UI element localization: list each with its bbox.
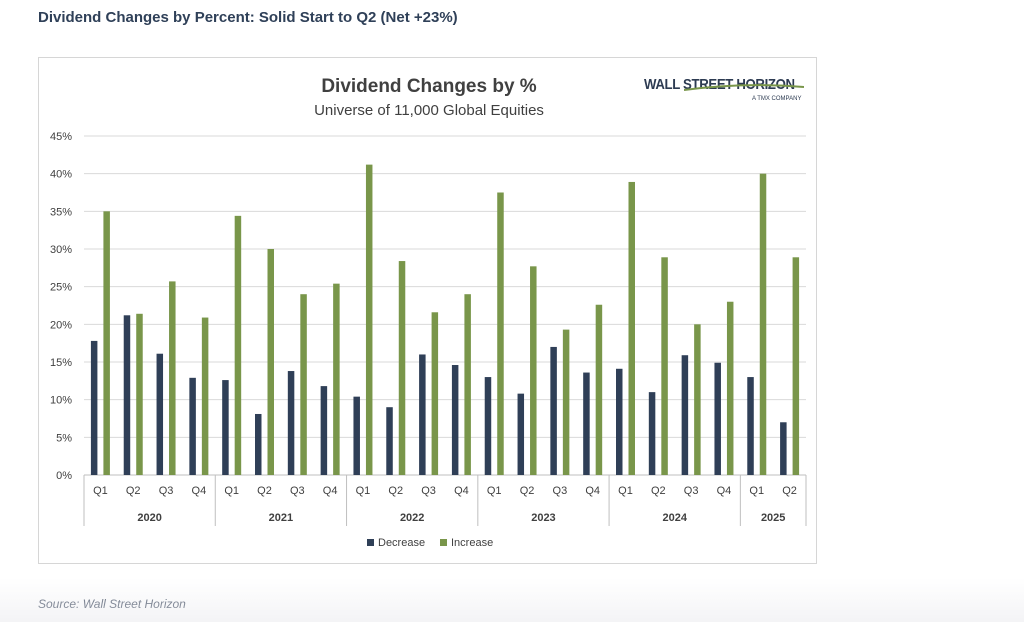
bar-decrease <box>287 371 295 475</box>
bar-increase <box>169 281 176 475</box>
chart-frame: Dividend Changes by % Universe of 11,000… <box>38 57 817 564</box>
bar-increase <box>234 215 242 475</box>
y-tick-label: 5% <box>56 432 72 444</box>
bar-increase <box>628 181 635 475</box>
y-tick-label: 35% <box>50 206 72 218</box>
x-tick-label: Q2 <box>126 485 141 497</box>
y-tick-label: 10% <box>50 395 72 407</box>
bar-increase <box>201 317 209 475</box>
logo-name: WALL STREET HORIZON <box>644 76 795 93</box>
bar-decrease <box>451 365 459 475</box>
y-tick-label: 20% <box>50 319 72 331</box>
bar-decrease <box>484 377 492 475</box>
x-tick-label: Q1 <box>356 485 371 497</box>
wall-street-horizon-logo: WALL STREET HORIZON A TMX COMPANY <box>644 72 814 116</box>
x-tick-label: Q3 <box>290 485 305 497</box>
bar-decrease <box>189 377 196 475</box>
bar-increase <box>398 261 406 475</box>
x-tick-label: Q2 <box>257 485 272 497</box>
bar-increase <box>530 266 537 475</box>
x-tick-label: Q2 <box>520 485 535 497</box>
x-tick-label: Q1 <box>618 485 633 497</box>
bar-decrease <box>353 396 360 475</box>
bar-increase <box>365 164 373 476</box>
y-tick-label: 25% <box>50 282 72 294</box>
x-group-label: 2020 <box>137 512 161 524</box>
bar-increase <box>759 173 767 475</box>
bar-decrease <box>123 315 131 475</box>
x-group-label: 2022 <box>400 512 424 524</box>
x-group-label: 2021 <box>269 512 293 524</box>
bar-increase <box>792 257 800 475</box>
x-tick-label: Q4 <box>585 485 600 497</box>
bar-increase <box>661 257 668 475</box>
y-tick-label: 40% <box>50 169 72 181</box>
legend-swatch <box>367 539 374 546</box>
source-caption: Source: Wall Street Horizon <box>38 597 186 611</box>
bar-increase <box>694 324 701 475</box>
bar-increase <box>431 312 439 475</box>
bar-increase <box>136 313 143 475</box>
legend-label: Decrease <box>378 537 425 549</box>
bars-layer <box>90 164 800 476</box>
x-group-label: 2024 <box>662 512 687 524</box>
bar-increase <box>333 283 340 475</box>
bar-decrease <box>648 392 656 475</box>
bar-increase <box>267 249 274 475</box>
x-tick-label: Q3 <box>421 485 436 497</box>
x-tick-label: Q2 <box>388 485 403 497</box>
x-tick-label: Q3 <box>159 485 174 497</box>
bar-decrease <box>386 407 393 475</box>
bar-decrease <box>517 393 525 475</box>
x-tick-label: Q3 <box>553 485 568 497</box>
bar-decrease <box>583 372 590 475</box>
bar-increase <box>300 294 307 475</box>
axis-layer: 0% 5% 10% 15% 20% 25% 30% 35% 40% 45% Q1 Q2 Q3 Q4 Q1 Q2… <box>50 131 807 526</box>
bar-decrease <box>255 413 262 475</box>
x-tick-label: Q3 <box>684 485 699 497</box>
bar-decrease <box>320 386 328 475</box>
bar-increase <box>497 192 504 475</box>
bar-increase <box>595 304 603 475</box>
page-heading: Dividend Changes by Percent: Solid Start… <box>38 9 458 26</box>
x-tick-label: Q4 <box>323 485 338 497</box>
bar-increase <box>464 294 471 475</box>
x-group-label: 2025 <box>761 512 785 524</box>
bar-decrease <box>714 362 721 475</box>
x-tick-label: Q1 <box>749 485 764 497</box>
legend-label: Increase <box>451 537 493 549</box>
bar-decrease <box>616 368 623 475</box>
y-tick-label: 15% <box>50 357 72 369</box>
x-tick-label: Q2 <box>651 485 666 497</box>
x-tick-label: Q4 <box>192 485 207 497</box>
bar-decrease <box>780 422 787 475</box>
y-tick-label: 0% <box>56 470 72 482</box>
chart-subtitle: Universe of 11,000 Global Equities <box>314 102 544 119</box>
legend: Decrease Increase <box>367 537 493 549</box>
logo-swoosh-icon <box>684 84 804 91</box>
bar-increase <box>726 301 734 475</box>
x-tick-label: Q1 <box>93 485 108 497</box>
x-tick-label: Q4 <box>454 485 469 497</box>
logo-tagline: A TMX COMPANY <box>752 96 802 102</box>
y-tick-label: 30% <box>50 244 72 256</box>
x-tick-label: Q1 <box>487 485 502 497</box>
legend-swatch <box>440 539 447 546</box>
bar-decrease <box>747 377 754 475</box>
chart-title: Dividend Changes by % <box>321 76 536 97</box>
bar-decrease <box>419 354 426 475</box>
bar-increase <box>562 329 570 475</box>
x-tick-label: Q2 <box>782 485 797 497</box>
y-tick-label: 45% <box>50 131 72 143</box>
bar-decrease <box>90 340 98 475</box>
bar-decrease <box>681 355 689 475</box>
bar-decrease <box>156 353 164 475</box>
x-tick-label: Q4 <box>717 485 732 497</box>
dividend-changes-chart: Dividend Changes by % Universe of 11,000… <box>50 76 807 549</box>
x-tick-label: Q1 <box>224 485 239 497</box>
x-group-label: 2023 <box>531 512 555 524</box>
bar-decrease <box>222 380 229 475</box>
bar-decrease <box>550 346 557 475</box>
bar-increase <box>103 211 110 476</box>
